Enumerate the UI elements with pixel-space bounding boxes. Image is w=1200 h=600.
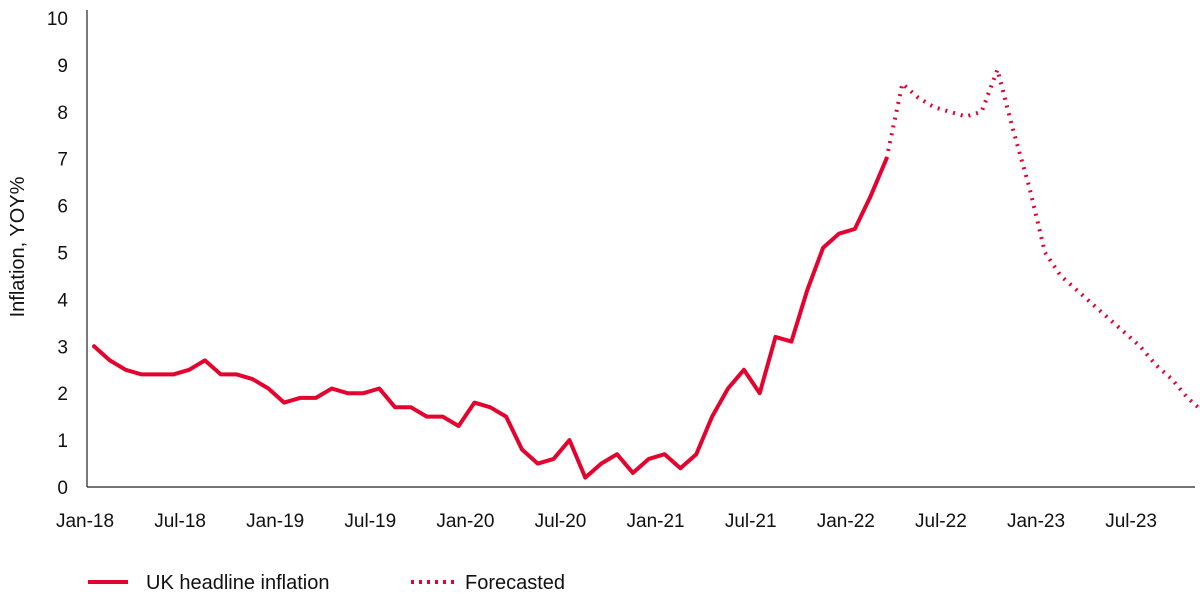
y-tick-label: 1 [57, 431, 68, 452]
y-tick-label: 5 [57, 244, 68, 265]
y-tick-label: 10 [47, 9, 68, 30]
series-layer [92, 67, 1200, 480]
x-tick-label: Jan-19 [246, 511, 304, 532]
y-tick-label: 2 [57, 384, 68, 405]
axes [86, 10, 1195, 488]
legend-label-forecast: Forecasted [465, 572, 565, 594]
x-tick-label: Jul-23 [1105, 511, 1157, 532]
y-tick-labels: 0 1 2 3 4 5 6 7 8 9 10 [47, 9, 69, 499]
legend-item-forecast: Forecasted [411, 572, 565, 594]
x-tick-label: Jul-22 [915, 511, 967, 532]
y-tick-label: 7 [57, 150, 68, 171]
legend-item-headline: UK headline inflation [88, 572, 329, 594]
y-tick-label: 3 [57, 337, 68, 358]
x-tick-label: Jul-18 [154, 511, 206, 532]
x-tick-label: Jul-20 [535, 511, 587, 532]
x-tick-label: Jul-21 [725, 511, 777, 532]
legend: UK headline inflation Forecasted [88, 572, 565, 594]
x-tick-label: Jan-22 [817, 511, 875, 532]
x-tick-labels: Jan-18 Jul-18 Jan-19 Jul-19 Jan-20 Jul-20 Jan-… [56, 511, 1157, 532]
legend-label-headline: UK headline inflation [146, 572, 329, 594]
y-tick-label: 9 [57, 56, 68, 77]
y-tick-label: 4 [57, 290, 68, 311]
series-line-forecasted [884, 67, 1200, 412]
y-tick-label: 6 [57, 197, 68, 218]
y-tick-label: 8 [57, 103, 68, 124]
y-tick-label: 0 [57, 478, 68, 499]
x-tick-label: Jul-19 [344, 511, 396, 532]
x-tick-label: Jan-18 [56, 511, 114, 532]
x-tick-label: Jan-20 [436, 511, 494, 532]
series-line-headline [92, 156, 889, 480]
x-tick-label: Jan-21 [627, 511, 685, 532]
x-tick-label: Jan-23 [1007, 511, 1065, 532]
y-axis-title: Inflation, YOY% [7, 176, 29, 317]
